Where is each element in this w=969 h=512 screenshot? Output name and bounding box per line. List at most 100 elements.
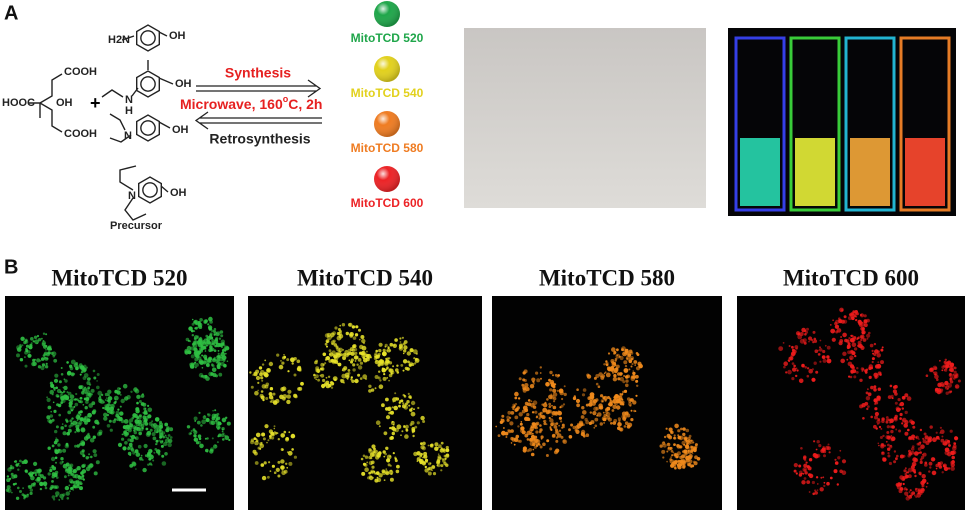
cell-signal [61,460,64,463]
cell-signal [106,424,111,428]
cell-signal [793,364,796,368]
cell-signal [937,463,942,467]
cell-signal [67,469,72,475]
cell-signal [56,403,60,407]
cell-signal [387,346,390,349]
cell-signal [663,435,667,439]
cell-signal [899,401,905,407]
cell-signal [43,482,45,485]
cell-signal [665,427,668,430]
cell-signal [50,484,55,489]
cell-signal [415,357,418,361]
cell-signal [826,355,830,359]
cell-signal [103,416,108,421]
cell-signal [120,398,125,404]
cell-signal [899,412,903,417]
cell-signal [524,417,528,421]
cell-signal [79,486,83,491]
cell-signal [39,481,44,487]
cell-signal [386,349,389,352]
cell-signal [589,392,595,397]
cell-signal [614,357,618,361]
precursor-label: Precursor [110,220,163,232]
cell-signal [202,341,206,346]
cell-signal [859,378,863,382]
cell-signal [359,344,364,350]
cell-signal [387,406,392,412]
cell-signal [599,375,602,378]
cell-signal [138,414,142,418]
cell-signal [534,410,538,414]
cell-signal [904,467,907,470]
cell-signal [275,398,280,404]
cell-signal [824,344,827,347]
cell-signal [666,460,668,463]
cell-signal [53,440,58,445]
cell-signal [154,417,160,422]
cell-signal [890,436,896,442]
cell-signal [867,405,870,408]
cell-signal [364,467,369,473]
cell-signal [350,376,353,379]
cell-signal [142,421,146,425]
cell-signal [160,444,164,448]
cell-signal [601,400,604,403]
cuvette [734,36,786,212]
cell-signal [300,381,304,386]
cell-signal [138,431,142,436]
cell-signal [61,398,66,404]
cell-signal [887,443,890,447]
cell-signal [200,424,203,427]
cell-signal [24,364,28,368]
cell-signal [110,411,113,414]
cell-signal [69,463,74,468]
cell-signal [283,354,285,356]
cell-signal [947,383,952,388]
cell-signal [800,447,803,450]
cell-signal [427,444,430,447]
cell-signal [399,341,402,343]
cell-signal [7,467,12,472]
cell-signal [873,385,877,389]
cell-signal [808,340,810,343]
cell-signal [872,352,875,355]
cell-signal [82,404,85,406]
cell-signal [821,447,826,452]
cell-signal [352,368,356,372]
cell-signal [686,446,690,450]
cell-signal [419,454,422,458]
cell-signal [108,419,112,423]
cell-signal [545,382,550,387]
image-title: MitoTCD 600 [783,265,919,290]
cell-signal [155,442,158,446]
cell-signal [359,377,363,380]
cell-signal [205,363,210,367]
cell-signal [362,454,366,458]
cell-signal [934,366,938,371]
cell-signal [211,416,216,421]
cell-signal [374,449,378,454]
cell-signal [923,432,927,436]
cell-signal [550,381,554,386]
cell-signal [939,359,941,362]
cell-signal [819,487,824,492]
cell-signal [113,401,117,405]
sphere-shine [374,166,400,192]
cell-signal [517,440,520,443]
cell-signal [919,428,923,432]
cell-signal [130,390,133,393]
cell-signal [815,448,818,451]
panel-label: B [4,256,18,278]
cell-signal [405,424,409,429]
cell-signal [499,420,504,424]
cell-signal [127,425,130,428]
cell-signal [378,425,381,428]
cell-signal [819,339,822,342]
cell-signal [88,463,94,468]
cell-signal [342,356,346,361]
cell-signal [613,351,617,354]
cell-signal [848,375,851,378]
cell-signal [593,426,596,429]
cell-signal [689,445,694,449]
cell-signal [887,454,891,458]
